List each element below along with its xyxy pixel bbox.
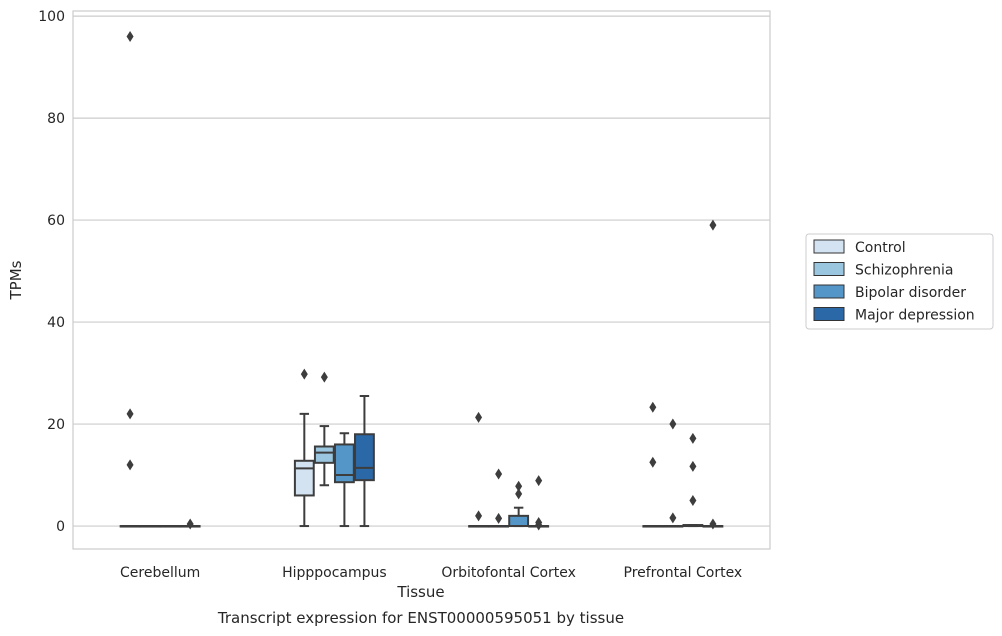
legend-label: Bipolar disorder bbox=[855, 285, 966, 301]
y-tick-label: 20 bbox=[47, 417, 65, 433]
legend-swatch bbox=[813, 284, 845, 299]
legend-swatch bbox=[813, 307, 845, 321]
outlier-point bbox=[495, 512, 503, 524]
y-tick-label: 60 bbox=[47, 213, 65, 229]
legend: Control Schizophrenia Bipolar disorder Majo… bbox=[805, 233, 994, 330]
chart-caption: Transcript expression for ENST0000059505… bbox=[217, 609, 624, 627]
legend-frame bbox=[805, 233, 994, 330]
box-iqr bbox=[354, 433, 375, 482]
outlier-point bbox=[649, 401, 657, 413]
legend-swatch bbox=[813, 262, 845, 276]
box bbox=[642, 401, 664, 528]
outlier-point bbox=[475, 510, 483, 522]
y-tick-label: 100 bbox=[38, 9, 65, 25]
legend-item: Schizophrenia bbox=[813, 262, 953, 279]
outlier-point bbox=[689, 432, 697, 444]
box bbox=[528, 475, 550, 531]
outlier-point bbox=[669, 418, 677, 430]
box bbox=[179, 518, 201, 530]
box bbox=[333, 432, 355, 528]
outlier-point bbox=[495, 468, 503, 480]
box bbox=[313, 371, 335, 487]
outlier-point bbox=[515, 488, 523, 500]
box bbox=[468, 411, 489, 528]
box bbox=[662, 418, 684, 528]
outlier-point bbox=[649, 456, 657, 468]
outlier-point bbox=[515, 480, 523, 492]
legend-label: Control bbox=[855, 240, 906, 256]
box-iqr bbox=[313, 445, 335, 464]
legend-item: Bipolar disorder bbox=[813, 284, 966, 301]
legend-label: Schizophrenia bbox=[855, 263, 953, 279]
box-iqr bbox=[293, 459, 315, 497]
outlier-point bbox=[126, 459, 134, 471]
x-tick-label: Orbitofontal Cortex bbox=[441, 565, 576, 581]
y-tick-label: 40 bbox=[47, 315, 65, 331]
y-axis-ticks: 0 20 40 60 80 100 bbox=[38, 9, 65, 535]
x-tick-label: Cerebellum bbox=[120, 565, 200, 581]
box-iqr bbox=[508, 514, 530, 528]
y-tick-label: 0 bbox=[56, 519, 65, 535]
x-axis-ticks: Cerebellum Hipppocampus Orbitofontal Corte… bbox=[120, 565, 742, 581]
outlier-point bbox=[535, 475, 543, 487]
box bbox=[293, 368, 315, 528]
outlier-point bbox=[709, 518, 717, 530]
outlier-point bbox=[320, 371, 328, 383]
legend-item: Major depression bbox=[813, 307, 975, 324]
y-tick-label: 80 bbox=[47, 111, 65, 127]
outlier-point bbox=[475, 411, 483, 423]
box bbox=[354, 395, 375, 528]
outlier-point bbox=[535, 519, 543, 531]
outlier-point bbox=[689, 495, 697, 507]
plot-area bbox=[73, 11, 770, 549]
x-tick-label: Hipppocampus bbox=[282, 565, 387, 581]
box bbox=[488, 468, 510, 528]
x-tick-label: Prefrontal Cortex bbox=[624, 565, 743, 581]
outlier-point bbox=[126, 30, 134, 42]
plot-frame bbox=[72, 10, 771, 550]
outlier-point bbox=[186, 518, 194, 530]
box bbox=[139, 525, 161, 528]
outlier-point bbox=[689, 460, 697, 472]
x-axis-label: Tissue bbox=[396, 583, 444, 601]
y-axis-label: TPMs bbox=[7, 260, 25, 300]
box bbox=[119, 30, 141, 528]
legend-label: Major depression bbox=[855, 308, 975, 324]
legend-item: Control bbox=[813, 239, 906, 256]
box bbox=[508, 480, 530, 528]
legend-swatch bbox=[813, 239, 845, 254]
box-series bbox=[119, 30, 724, 531]
outlier-point bbox=[709, 219, 717, 231]
outlier-point bbox=[300, 368, 308, 380]
box bbox=[702, 219, 724, 530]
outlier-point bbox=[669, 512, 677, 524]
box-iqr bbox=[333, 443, 355, 484]
box bbox=[159, 525, 181, 528]
box bbox=[682, 432, 704, 528]
outlier-point bbox=[126, 408, 134, 420]
